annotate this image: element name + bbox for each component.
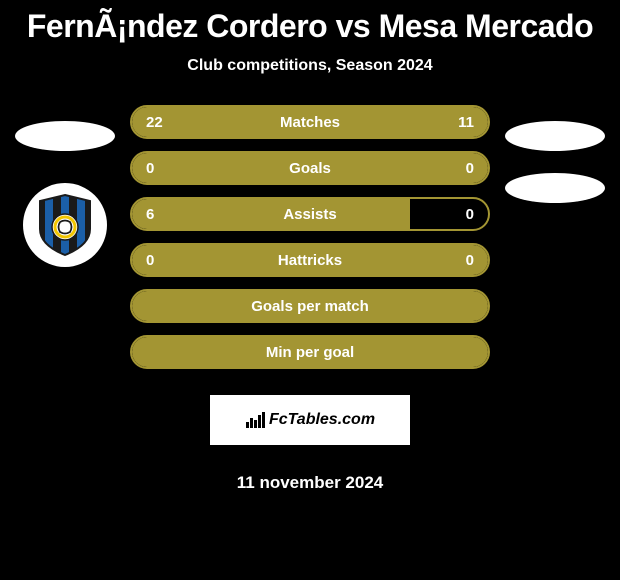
comparison-container: FernÃ¡ndez Cordero vs Mesa Mercado Club … xyxy=(0,0,620,493)
stat-value-right: 0 xyxy=(466,160,474,177)
stat-value-left: 0 xyxy=(146,252,154,269)
stat-label: Min per goal xyxy=(266,344,354,361)
stat-row-matches: 22 Matches 11 xyxy=(130,105,490,139)
page-subtitle: Club competitions, Season 2024 xyxy=(0,57,620,75)
stat-value-left: 0 xyxy=(146,160,154,177)
stat-value-right: 0 xyxy=(466,206,474,223)
footer-brand-box[interactable]: FcTables.com xyxy=(210,395,410,445)
stat-value-right: 0 xyxy=(466,252,474,269)
shield-icon xyxy=(36,193,94,257)
stat-row-goals: 0 Goals 0 xyxy=(130,151,490,185)
stats-column: 22 Matches 11 0 Goals 0 6 Assists 0 0 xyxy=(130,105,490,493)
stat-value-left: 22 xyxy=(146,114,163,131)
right-column xyxy=(500,105,610,203)
stat-label: Assists xyxy=(283,206,336,223)
stat-value-left: 6 xyxy=(146,206,154,223)
player-right-ellipse xyxy=(505,121,605,151)
stat-label: Matches xyxy=(280,114,340,131)
footer-brand-text: FcTables.com xyxy=(269,411,375,429)
player-left-ellipse xyxy=(15,121,115,151)
club-badge-left xyxy=(23,183,107,267)
footer-date: 11 november 2024 xyxy=(130,473,490,493)
stat-label: Goals xyxy=(289,160,331,177)
left-column xyxy=(10,105,120,267)
page-title: FernÃ¡ndez Cordero vs Mesa Mercado xyxy=(0,8,620,45)
stat-row-hattricks: 0 Hattricks 0 xyxy=(130,243,490,277)
stat-row-min-per-goal: Min per goal xyxy=(130,335,490,369)
club-right-ellipse xyxy=(505,173,605,203)
stat-value-right: 11 xyxy=(458,114,474,131)
bars-icon xyxy=(245,412,265,428)
content-area: 22 Matches 11 0 Goals 0 6 Assists 0 0 xyxy=(0,105,620,493)
stat-label: Goals per match xyxy=(251,298,369,315)
stat-fill-left xyxy=(132,199,410,229)
stat-row-assists: 6 Assists 0 xyxy=(130,197,490,231)
stat-row-goals-per-match: Goals per match xyxy=(130,289,490,323)
stat-label: Hattricks xyxy=(278,252,342,269)
